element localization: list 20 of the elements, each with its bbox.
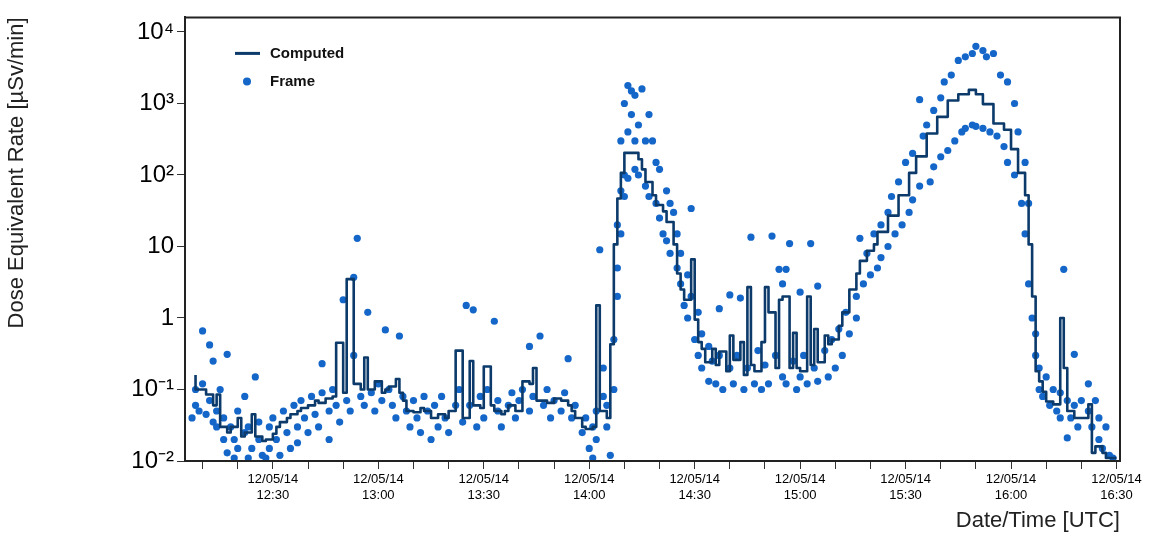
x-tick-label: 12/05/14 15:30 [880, 471, 931, 502]
x-tick-label: 12/05/14 13:30 [458, 471, 510, 502]
x-tick-label: 12/05/14 15:00 [774, 471, 826, 502]
legend-label: Frame [270, 71, 316, 89]
x-tick-label: 12/05/14 14:30 [669, 471, 720, 502]
x-tick-label: 12/05/14 16:30 [1091, 471, 1142, 502]
y-tick-label: 10⁴ [136, 16, 174, 44]
y-tick-label: 10² [139, 159, 175, 187]
y-tick-label: 10⁻² [131, 445, 175, 473]
x-tick-label: 12/05/14 14:00 [563, 471, 615, 502]
y-tick-label: 10⁻¹ [131, 374, 175, 402]
y-axis-title: Dose Equivalent Rate [µSv/min] [3, 17, 29, 329]
x-tick-label: 12/05/14 16:00 [985, 471, 1037, 502]
y-tick-label: 10 [147, 231, 174, 259]
y-tick-label: 1 [160, 302, 174, 330]
legend-label: Computed [270, 43, 345, 61]
x-tick-label: 12/05/14 12:30 [247, 471, 299, 502]
x-tick-label: 12/05/14 13:00 [353, 471, 404, 502]
x-axis-title: Date/Time [UTC] [955, 506, 1120, 532]
y-tick-label: 10³ [139, 88, 175, 116]
